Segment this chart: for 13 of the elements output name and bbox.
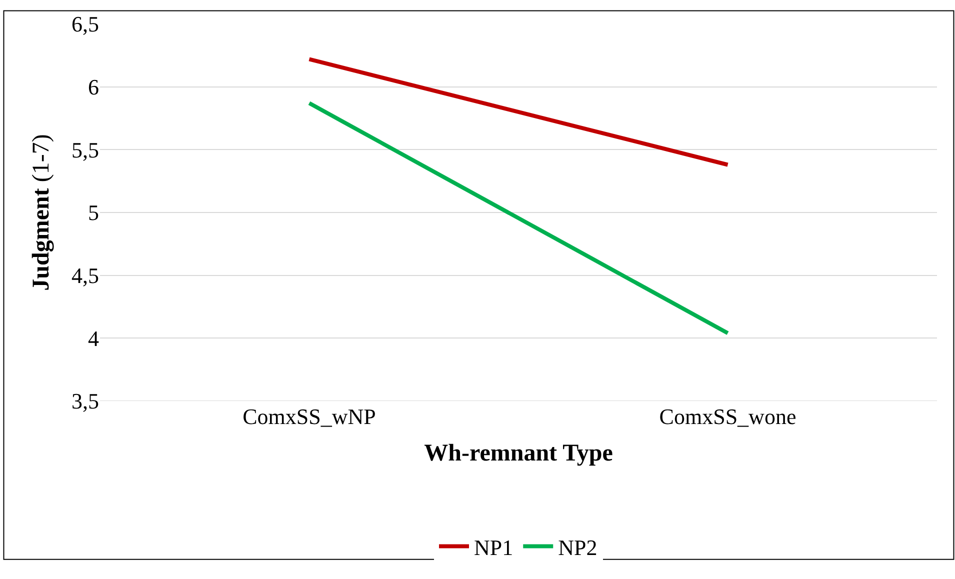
y-tick-label: 3,5 bbox=[72, 388, 99, 414]
y-tick-label: 6 bbox=[88, 74, 99, 100]
x-tick-label: ComxSS_wNP bbox=[242, 404, 376, 429]
legend-label: NP1 bbox=[474, 534, 514, 560]
y-tick-label: 5,5 bbox=[72, 137, 99, 162]
legend-label: NP2 bbox=[558, 534, 598, 560]
y-tick-label: 6,5 bbox=[72, 12, 99, 37]
y-tick-label: 4,5 bbox=[72, 263, 99, 288]
x-tick-label: ComxSS_wone bbox=[659, 404, 796, 429]
y-axis-title: Judgment (1-7) bbox=[28, 134, 55, 291]
y-tick-label: 5 bbox=[88, 200, 99, 226]
x-axis-title: Wh-remnant Type bbox=[424, 440, 614, 466]
y-tick-label: 4 bbox=[88, 326, 99, 351]
